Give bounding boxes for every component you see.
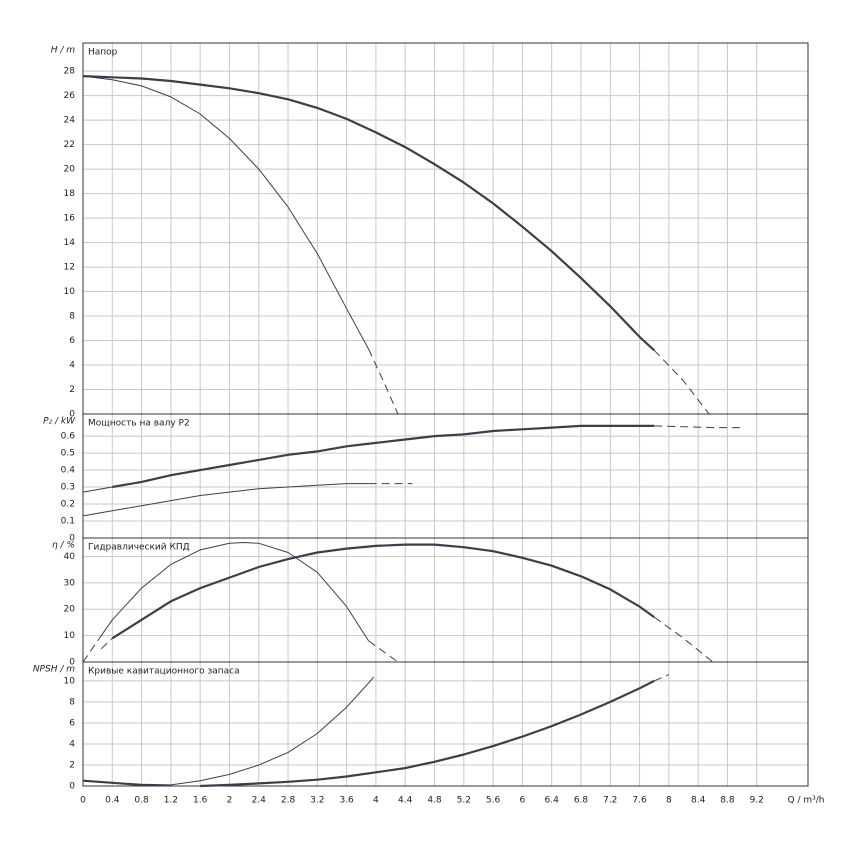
x-tick-label: 0	[80, 796, 86, 806]
panel-title: Мощность на валу P2	[88, 419, 190, 429]
y-tick-label: 16	[64, 214, 76, 224]
x-tick-label: 0.8	[134, 796, 149, 806]
y-tick-label: 30	[64, 578, 76, 588]
curve	[368, 348, 399, 415]
curve	[82, 75, 655, 352]
y-tick-label: 22	[64, 140, 75, 150]
y-tick-label: 0	[69, 782, 75, 792]
x-tick-label: 3.2	[310, 796, 324, 806]
x-tick-label: 1.2	[164, 796, 178, 806]
curve	[368, 674, 377, 684]
y-tick-label: 0.5	[61, 449, 75, 459]
curve	[141, 682, 369, 786]
curve	[82, 483, 369, 517]
y-tick-label: 0	[69, 534, 75, 544]
panel-title: Кривые кавитационного запаса	[88, 667, 240, 677]
y-tick-label: 2	[69, 385, 75, 395]
y-tick-label: 28	[64, 67, 76, 77]
y-tick-label: 0.3	[61, 483, 75, 493]
x-tick-label: 4	[373, 796, 379, 806]
curve	[82, 486, 113, 493]
x-tick-label: 8	[666, 796, 672, 806]
curve	[654, 674, 670, 682]
x-tick-label: 9.2	[750, 796, 764, 806]
y-tick-label: 4	[69, 361, 75, 371]
x-tick-label: 7.6	[632, 796, 647, 806]
x-tick-label: 2	[227, 796, 233, 806]
curve	[82, 640, 99, 663]
y-tick-label: 0.6	[61, 432, 76, 442]
x-tick-label: 5.2	[457, 796, 471, 806]
y-tick-label: 26	[64, 91, 76, 101]
x-tick-label: 6.4	[545, 796, 560, 806]
y-tick-label: 2	[69, 760, 75, 770]
y-tick-label: 18	[64, 189, 76, 199]
y-tick-label: 0.4	[61, 466, 76, 476]
x-tick-label: 6	[520, 796, 526, 806]
curve	[112, 424, 655, 489]
y-tick-label: 6	[69, 718, 75, 728]
y-tick-label: 20	[64, 165, 76, 175]
y-tick-label: 10	[64, 676, 76, 686]
curve	[97, 542, 370, 642]
curve	[653, 349, 710, 415]
y-tick-label: 10	[64, 287, 76, 297]
x-tick-label: 7.2	[603, 796, 617, 806]
y-axis-label: H / m	[51, 46, 76, 56]
y-tick-label: 8	[69, 697, 75, 707]
x-tick-label: 8.4	[691, 796, 706, 806]
y-axis-label: NPSH / m	[33, 665, 75, 675]
y-tick-label: 24	[64, 116, 76, 126]
y-tick-label: 6	[69, 336, 75, 346]
panel-frame	[82, 42, 809, 415]
curve	[200, 679, 655, 788]
y-tick-label: 12	[64, 263, 75, 273]
curve	[654, 425, 743, 429]
curve	[368, 640, 399, 663]
x-tick-label: 2.4	[252, 796, 267, 806]
x-tick-label: 4.8	[427, 796, 442, 806]
y-tick-label: 0.2	[61, 500, 75, 510]
x-axis-label: Q / m³/h	[788, 796, 825, 806]
x-tick-label: 2.8	[281, 796, 296, 806]
x-tick-label: 6.8	[574, 796, 589, 806]
y-tick-label: 4	[69, 739, 75, 749]
curve	[100, 637, 113, 650]
x-tick-label: 8.8	[720, 796, 735, 806]
y-axis-label: P₂ / kW	[43, 417, 76, 427]
y-tick-label: 0.1	[61, 517, 75, 527]
x-tick-label: 4.4	[398, 796, 413, 806]
x-tick-label: 1.6	[193, 796, 208, 806]
y-tick-label: 40	[64, 552, 76, 562]
panel-frame	[82, 661, 809, 787]
y-tick-label: 10	[64, 631, 76, 641]
y-tick-label: 20	[64, 605, 76, 615]
curve	[111, 543, 655, 640]
curve	[82, 75, 370, 350]
panel-frame	[82, 413, 809, 539]
curve	[653, 616, 714, 663]
panel-title: Гидравлический КПД	[88, 543, 190, 553]
x-tick-label: 0.4	[105, 796, 120, 806]
y-tick-label: 0	[69, 410, 75, 420]
y-tick-label: 8	[69, 312, 75, 322]
x-tick-label: 3.6	[339, 796, 354, 806]
y-axis-label: η / %	[52, 541, 75, 551]
y-tick-label: 14	[64, 238, 76, 248]
x-tick-label: 5.6	[486, 796, 501, 806]
panel-title: Напор	[88, 48, 118, 58]
y-tick-label: 0	[69, 658, 75, 668]
